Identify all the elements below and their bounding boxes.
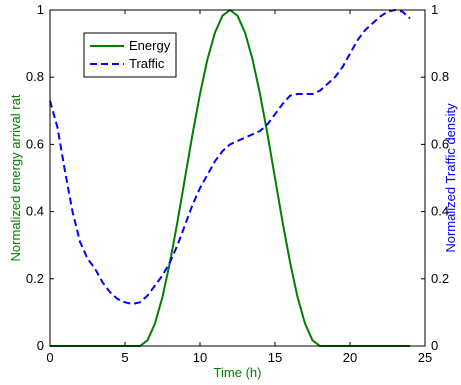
plot-area-frame <box>49 9 426 347</box>
series-line-traffic <box>49 9 411 305</box>
x-tick-label: 25 <box>418 350 432 365</box>
legend-box <box>83 32 177 78</box>
y-right-tick-label: 0.4 <box>431 204 449 219</box>
y-axis-right-label: Normalized Traffic density <box>443 103 458 253</box>
x-axis-label: Time (h) <box>214 365 262 380</box>
x-tick-label: 5 <box>121 350 128 365</box>
y-left-tick-label: 0.2 <box>26 271 44 286</box>
y-left-tick-label: 0.4 <box>26 204 44 219</box>
y-right-tick-label: 0.2 <box>431 271 449 286</box>
y-left-tick-label: 0.8 <box>26 69 44 84</box>
legend: Energy Traffic <box>83 32 177 78</box>
y-left-tick-label: 1 <box>37 2 44 17</box>
y-right-tick-label: 0.6 <box>431 136 449 151</box>
x-tick-label: 10 <box>193 350 207 365</box>
legend-label-energy: Energy <box>129 38 171 53</box>
x-tick-label: 15 <box>268 350 282 365</box>
legend-label-traffic: Traffic <box>129 56 165 71</box>
y-right-tick-label: 0 <box>431 338 438 353</box>
y-left-tick-label: 0 <box>37 338 44 353</box>
y-right-tick-label: 1 <box>431 2 438 17</box>
y-axis-left-label: Normalized energy arrival rat <box>8 94 23 261</box>
y-left-tick-label: 0.6 <box>26 136 44 151</box>
y-right-tick-label: 0.8 <box>431 69 449 84</box>
x-tick-label: 20 <box>343 350 357 365</box>
x-tick-label: 0 <box>46 350 53 365</box>
